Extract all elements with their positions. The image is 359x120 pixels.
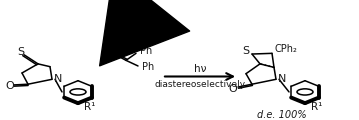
Text: diastereoselectively: diastereoselectively (154, 80, 246, 89)
Text: Ph: Ph (142, 62, 154, 72)
Text: O: O (229, 84, 237, 94)
Text: R¹: R¹ (311, 102, 322, 112)
Text: R¹: R¹ (84, 102, 95, 112)
Text: N: N (54, 74, 62, 84)
Text: N: N (278, 74, 286, 84)
Text: O: O (6, 81, 14, 91)
Text: d.e. 100%: d.e. 100% (257, 110, 307, 120)
Text: S: S (242, 45, 250, 56)
Text: CPh₂: CPh₂ (275, 44, 298, 54)
Text: S: S (18, 47, 24, 57)
Text: Ph: Ph (140, 46, 152, 56)
Text: hν: hν (194, 64, 206, 74)
